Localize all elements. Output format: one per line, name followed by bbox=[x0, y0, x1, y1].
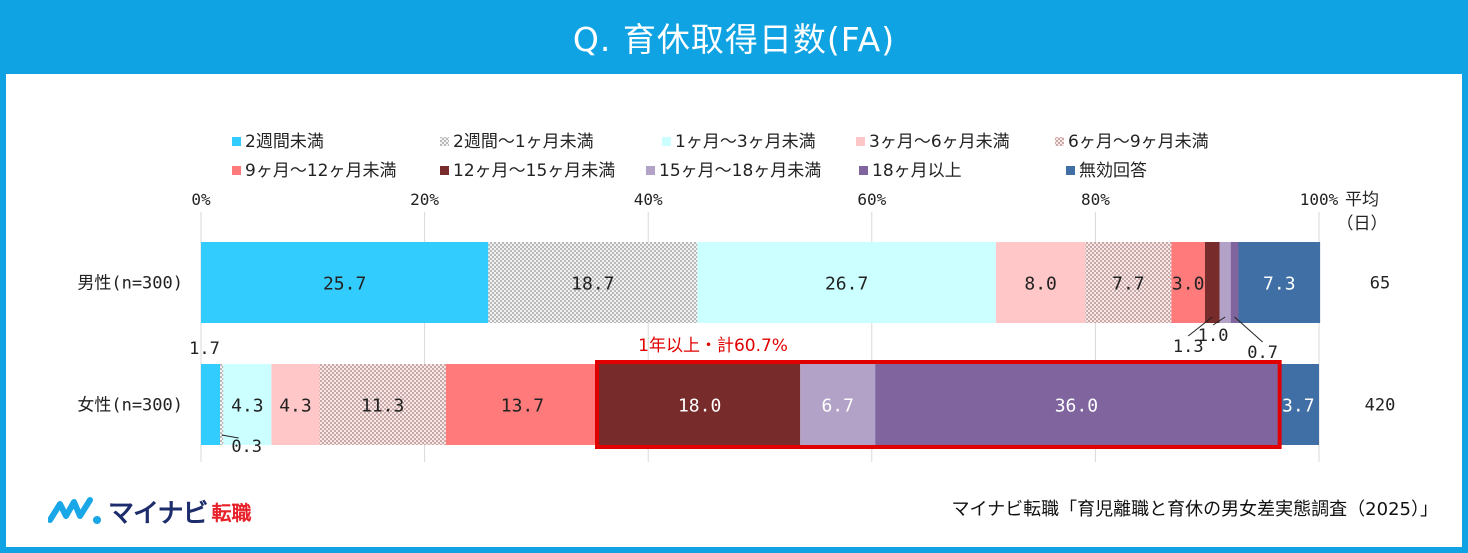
x-tick-label: 60% bbox=[857, 190, 886, 209]
data-label: 3.7 bbox=[1282, 396, 1315, 417]
legend-label: 6ヶ月～9ヶ月未満 bbox=[1068, 132, 1209, 152]
data-label: 0.3 bbox=[231, 437, 262, 457]
legend-label: 無効回答 bbox=[1079, 161, 1147, 181]
bar-segment bbox=[995, 242, 1086, 323]
x-tick-label: 100% bbox=[1300, 190, 1339, 209]
legend-label: 2週間未満 bbox=[245, 132, 324, 152]
data-label: 4.3 bbox=[231, 396, 264, 417]
annotation: 1年以上・計60.7% bbox=[638, 336, 788, 356]
legend-label: 3ヶ月～6ヶ月未満 bbox=[869, 132, 1010, 152]
bar-segment bbox=[1085, 242, 1172, 323]
leader-line bbox=[221, 434, 239, 439]
logo-name: マイナビ bbox=[108, 498, 208, 529]
bar-segment bbox=[319, 364, 446, 445]
data-label: 26.7 bbox=[825, 274, 868, 295]
source-note: マイナビ転職「育児離職と育休の男女差実態調査（2025）」 bbox=[951, 499, 1438, 520]
legend-swatch bbox=[232, 166, 241, 175]
bar-segment bbox=[1219, 242, 1231, 323]
bar-segment bbox=[488, 242, 698, 323]
data-label: 8.0 bbox=[1024, 274, 1057, 295]
data-label: 6.7 bbox=[821, 396, 854, 417]
data-label: 25.7 bbox=[323, 274, 366, 295]
bar-segment bbox=[201, 242, 489, 323]
mynavi-logo: マイナビ 転職 bbox=[48, 494, 252, 529]
legend-label: 12ヶ月～15ヶ月未満 bbox=[453, 161, 615, 181]
data-label: 7.7 bbox=[1112, 274, 1145, 295]
legend-label: 2週間～1ヶ月未満 bbox=[453, 132, 594, 152]
legend-swatch bbox=[646, 166, 655, 175]
data-label: 11.3 bbox=[361, 396, 404, 417]
row-average: 65 bbox=[1370, 274, 1390, 294]
bar-segment bbox=[599, 364, 801, 445]
data-label: 18.7 bbox=[571, 274, 614, 295]
x-tick-label: 40% bbox=[634, 190, 663, 209]
bar-segment bbox=[875, 364, 1278, 445]
legend-swatch bbox=[662, 137, 671, 146]
average-unit: （日） bbox=[1337, 214, 1388, 234]
data-label: 1.7 bbox=[189, 339, 220, 359]
bar-segment bbox=[271, 364, 320, 445]
bar-segment bbox=[223, 364, 272, 445]
data-label: 1.0 bbox=[1198, 326, 1229, 346]
legend-swatch bbox=[232, 137, 241, 146]
legend-label: 9ヶ月～12ヶ月未満 bbox=[245, 161, 396, 181]
leader-line bbox=[1212, 316, 1226, 326]
bar-segment bbox=[220, 364, 224, 445]
row-label: 女性(n=300) bbox=[77, 396, 183, 416]
row-label: 男性(n=300) bbox=[77, 274, 183, 294]
legend-swatch bbox=[1055, 137, 1064, 146]
row-average: 420 bbox=[1365, 396, 1396, 416]
leader-line bbox=[1234, 316, 1263, 343]
x-tick-label: 20% bbox=[410, 190, 439, 209]
legend-swatch bbox=[440, 137, 449, 146]
x-tick-label: 80% bbox=[1081, 190, 1110, 209]
leader-line bbox=[1187, 316, 1213, 337]
legend-swatch bbox=[1066, 166, 1075, 175]
bar-segment bbox=[1230, 242, 1239, 323]
data-label: 18.0 bbox=[678, 396, 721, 417]
bar-segment bbox=[1277, 364, 1319, 445]
logo-sub: 転職 bbox=[211, 500, 252, 525]
data-label: 7.3 bbox=[1263, 274, 1296, 295]
bar-segment bbox=[1204, 242, 1220, 323]
legend-label: 1ヶ月～3ヶ月未満 bbox=[675, 132, 816, 152]
legend-swatch bbox=[859, 166, 868, 175]
legend-label: 15ヶ月～18ヶ月未満 bbox=[659, 161, 821, 181]
data-label: 0.7 bbox=[1247, 343, 1278, 363]
average-header: 平均 bbox=[1345, 190, 1379, 210]
data-label: 36.0 bbox=[1055, 396, 1098, 417]
bar-segment bbox=[201, 364, 221, 445]
data-label: 4.3 bbox=[279, 396, 312, 417]
bar-segment bbox=[1238, 242, 1321, 323]
bar-segment bbox=[800, 364, 876, 445]
bar-segment bbox=[445, 364, 600, 445]
legend-swatch bbox=[440, 166, 449, 175]
x-tick-label: 0% bbox=[191, 190, 211, 209]
highlight-box bbox=[595, 360, 1282, 449]
bar-segment bbox=[697, 242, 996, 323]
legend-label: 18ヶ月以上 bbox=[872, 161, 962, 181]
data-label: 13.7 bbox=[501, 396, 544, 417]
legend-swatch bbox=[856, 137, 865, 146]
data-label: 1.3 bbox=[1173, 337, 1204, 357]
bar-segment bbox=[1171, 242, 1205, 323]
mynavi-logo-mark-icon bbox=[48, 497, 101, 524]
chart-title: Q. 育休取得日数(FA) bbox=[0, 0, 1468, 74]
data-label: 3.0 bbox=[1172, 274, 1205, 295]
